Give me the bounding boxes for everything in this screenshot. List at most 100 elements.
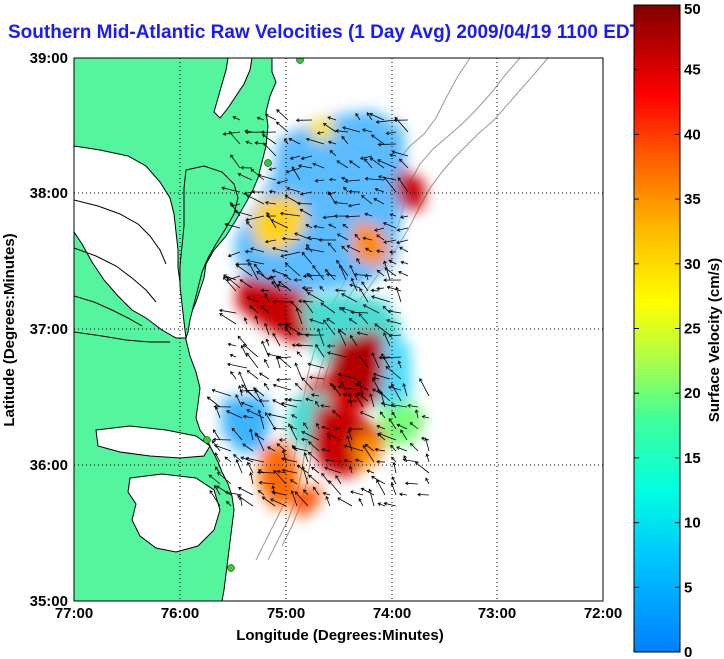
velocity-arrow (279, 211, 301, 217)
y-axis-label: Latitude (Degrees:Minutes) (1, 233, 18, 426)
grid-lines (74, 58, 603, 601)
velocity-arrow (267, 446, 276, 452)
velocity-arrow (228, 131, 241, 145)
velocity-arrow (322, 491, 331, 496)
velocity-arrow (359, 155, 373, 160)
velocity-arrow (273, 469, 287, 485)
velocity-arrow (301, 465, 309, 485)
velocity-arrow (217, 471, 232, 485)
velocity-arrow (301, 430, 320, 441)
river-rappahannock (74, 247, 157, 303)
velocity-arrow (312, 264, 325, 281)
velocity-arrow (254, 315, 259, 325)
velocity-arrow (271, 280, 277, 289)
velocity-arrow (256, 470, 276, 475)
velocity-arrow (291, 166, 301, 181)
velocity-arrow (235, 459, 243, 474)
velocity-arrow (414, 409, 419, 419)
velocity-arrow (334, 288, 347, 293)
velocity-arrow (377, 502, 386, 507)
velocity-arrow (321, 425, 331, 430)
velocity-arrow (309, 318, 325, 325)
x-axis-label: Longitude (Degrees:Minutes) (236, 627, 444, 644)
velocity-arrow (354, 458, 364, 463)
velocity-arrow (297, 201, 313, 206)
velocity-arrow (267, 412, 287, 419)
velocity-arrow (253, 263, 265, 277)
velocity-arrow (415, 461, 430, 474)
velocity-arrow (249, 428, 254, 441)
velocity-arrow (356, 392, 369, 402)
velocity-arrow (243, 191, 253, 196)
velocity-arrow (281, 468, 298, 474)
velocity-arrow (364, 212, 373, 217)
velocity-arrow (280, 251, 301, 258)
velocity-arrow (257, 173, 277, 181)
velocity-arrow (417, 492, 430, 497)
velocity-arrow (361, 281, 369, 292)
river-york (74, 295, 143, 327)
velocity-arrow (319, 285, 325, 292)
velocity-arrow (391, 383, 402, 402)
velocity-arrow (355, 112, 361, 121)
velocity-arrow (332, 410, 342, 419)
velocity-arrow (381, 353, 391, 369)
velocity-arrow (387, 385, 402, 391)
velocity-arrow (312, 162, 325, 169)
velocity-arrow (328, 223, 337, 229)
velocity-arrow (347, 399, 357, 403)
velocity-arrow (385, 365, 402, 380)
velocity-arrow (339, 264, 347, 281)
velocity-arrow (238, 371, 248, 391)
velocity-arrow (341, 135, 349, 145)
velocity-arrow (325, 458, 342, 463)
velocity-arrow (211, 388, 232, 397)
velocity-arrow (348, 427, 363, 431)
velocity-arrow (366, 469, 375, 474)
velocity-arrow (310, 393, 320, 397)
velocity-arrow (315, 422, 320, 430)
pamlico-sound (127, 473, 221, 553)
velocity-arrow (240, 401, 254, 408)
velocity-arrow (229, 353, 237, 358)
velocity-arrow (299, 208, 313, 217)
velocity-arrow (272, 332, 281, 347)
velocity-arrow (337, 373, 358, 380)
velocity-arrow (377, 175, 397, 181)
velocity-arrow (239, 279, 253, 289)
velocity-arrow (246, 352, 259, 369)
velocity-arrow (320, 404, 331, 408)
velocity-arrow (295, 118, 313, 123)
velocity-arrow (226, 410, 243, 419)
velocity-arrow (359, 411, 375, 419)
velocity-arrow (305, 137, 325, 145)
velocity-arrow (315, 343, 325, 358)
velocity-arrow (224, 222, 241, 229)
y-axis: 39:00 38:00 37:00 36:00 35:00 Latitude (… (1, 50, 68, 610)
velocity-arrow (389, 213, 397, 217)
velocity-arrow (214, 466, 221, 474)
velocity-arrow (280, 401, 298, 408)
velocity-arrow (212, 437, 232, 442)
velocity-arrow (246, 370, 259, 380)
velocity-arrow (308, 441, 320, 452)
velocity-arrow (347, 391, 353, 408)
velocity-arrow (330, 382, 336, 391)
velocity-arrow (272, 399, 287, 408)
station-marker (227, 564, 235, 572)
velocity-arrow (271, 485, 276, 496)
station-marker (203, 436, 211, 444)
velocity-arrow (396, 423, 408, 430)
velocity-arrow (390, 403, 408, 408)
velocity-arrow (335, 129, 349, 133)
velocity-arrow (369, 393, 375, 408)
velocity-arrow (304, 247, 325, 253)
velocity-arrow (264, 322, 270, 336)
velocity-arrow (425, 477, 430, 485)
velocity-arrow (245, 456, 265, 463)
velocity-arrow (218, 308, 237, 314)
x-tick-label: 76:00 (161, 605, 199, 622)
velocity-arrow (377, 159, 397, 169)
y-tick-label: 37:00 (30, 321, 68, 338)
velocity-arrow (278, 438, 287, 442)
